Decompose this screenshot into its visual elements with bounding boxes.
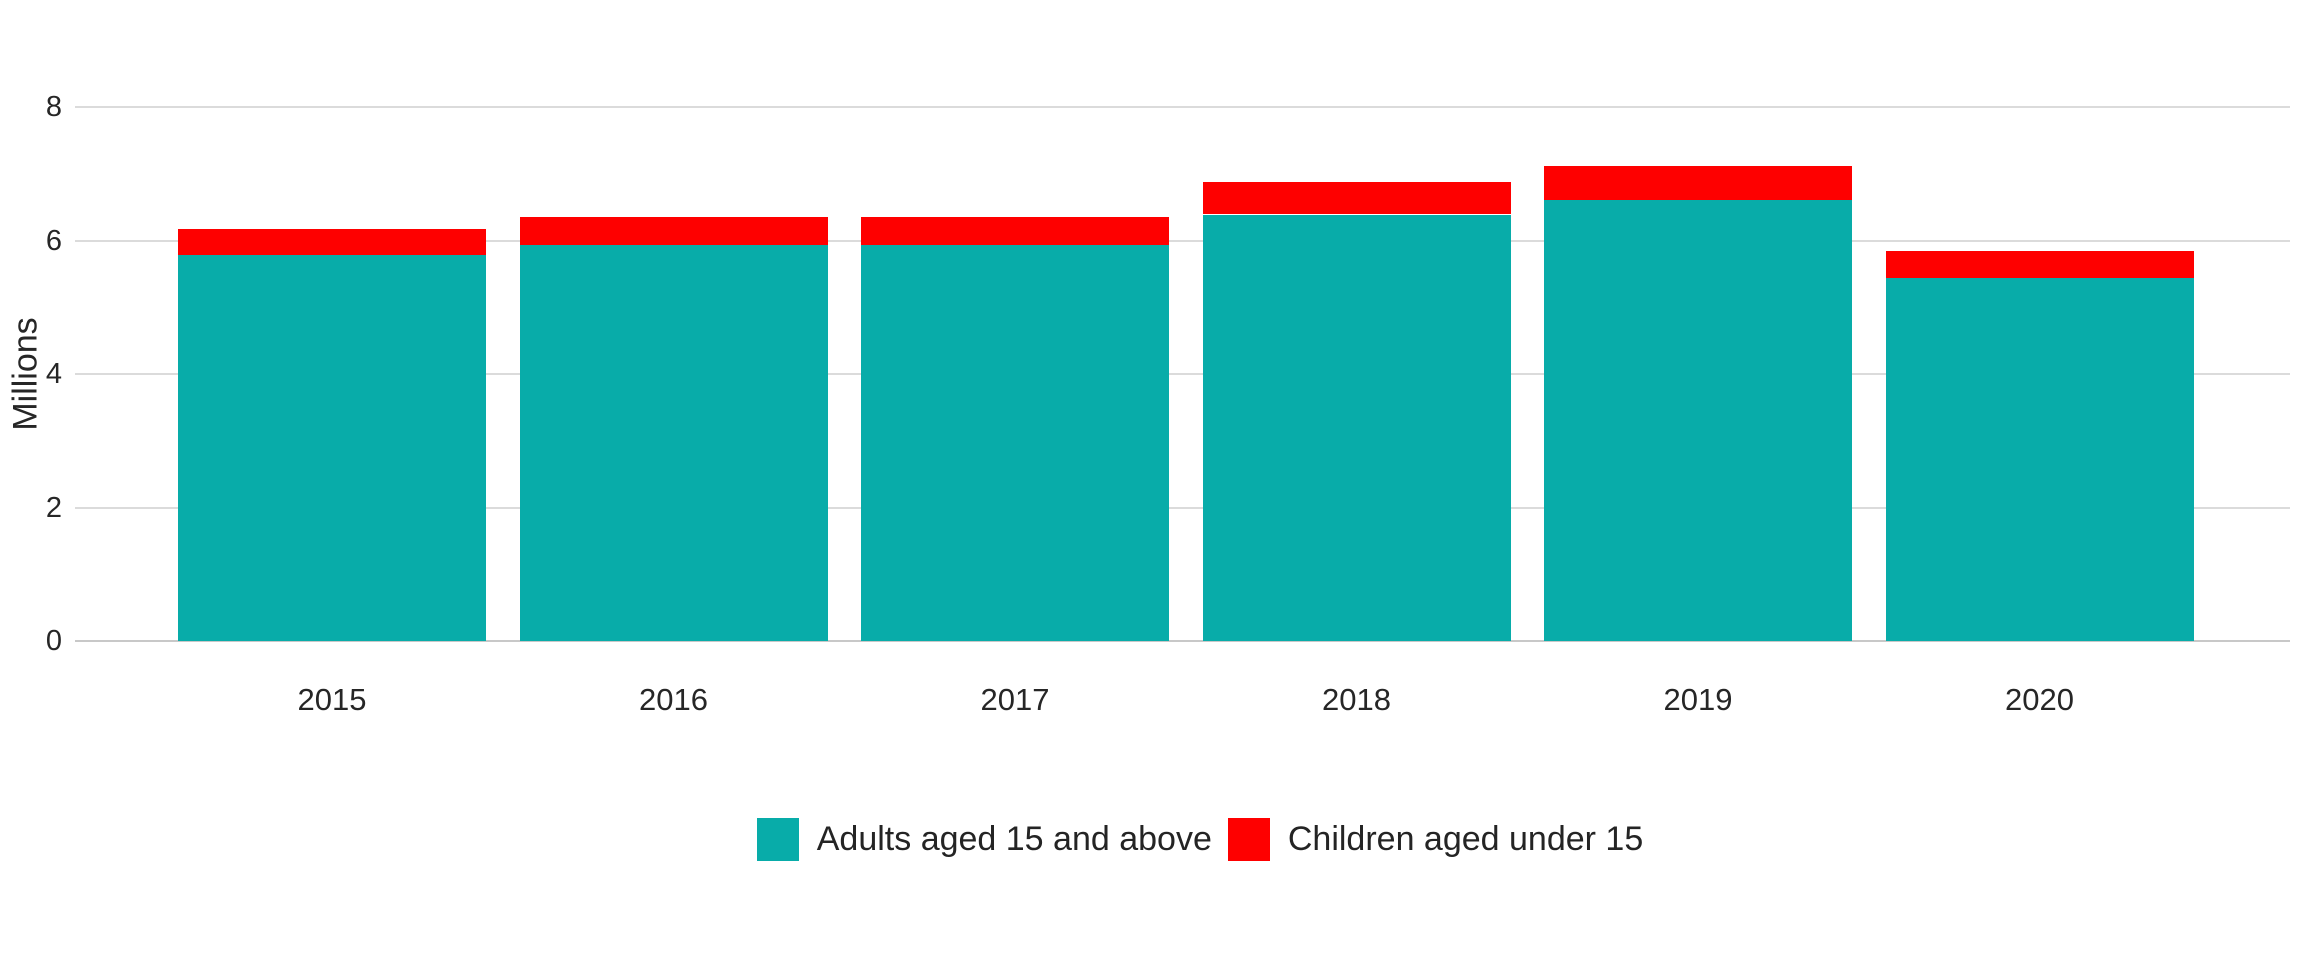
bar-2018-adults[interactable] — [1202, 214, 1511, 641]
x-axis-label-2020: 2020 — [2005, 682, 2074, 717]
bar-2015-adults[interactable] — [178, 254, 486, 641]
bar-2017-adults[interactable] — [861, 245, 1169, 641]
gridline-2 — [75, 506, 2290, 509]
y-tick-label-8: 8 — [45, 91, 62, 123]
legend-item-children[interactable]: Children aged under 15 — [1227, 818, 1644, 861]
x-axis-label-2017: 2017 — [980, 682, 1050, 717]
legend-label-children: Children aged under 15 — [1287, 820, 1644, 858]
bar-2020-children[interactable] — [1885, 251, 2194, 278]
legend-label-adults: Adults aged 15 and above — [816, 820, 1212, 858]
gridline-6 — [75, 239, 2290, 242]
legend-item-adults[interactable]: Adults aged 15 and above — [756, 818, 1212, 861]
bar-2017-children[interactable] — [861, 216, 1169, 246]
legend-swatch-adults-icon — [756, 818, 799, 861]
x-axis-label-2019: 2019 — [1663, 682, 1733, 717]
y-tick-label-0: 0 — [45, 625, 62, 657]
bar-2016-children[interactable] — [519, 216, 828, 245]
bar-2015-children[interactable] — [178, 229, 486, 255]
bar-2019-children[interactable] — [1544, 165, 1852, 200]
y-tick-label-6: 6 — [45, 224, 62, 257]
x-axis-label-2018: 2018 — [1322, 682, 1391, 717]
x-axis-label-2016: 2016 — [639, 682, 708, 717]
gridline-8 — [75, 106, 2290, 108]
legend-swatch-children-icon — [1227, 818, 1270, 861]
x-axis-label-2015: 2015 — [297, 682, 367, 717]
y-tick-label-4: 4 — [45, 358, 62, 390]
bar-2018-children[interactable] — [1202, 181, 1511, 215]
x-axis-line — [75, 640, 2290, 642]
y-tick-label-2: 2 — [45, 491, 62, 524]
bar-2019-adults[interactable] — [1544, 199, 1852, 641]
bar-2016-adults[interactable] — [519, 244, 828, 641]
bar-2020-adults[interactable] — [1885, 277, 2194, 641]
gridline-4 — [75, 373, 2290, 375]
legend: Adults aged 15 and above Children aged u… — [48, 818, 2304, 861]
